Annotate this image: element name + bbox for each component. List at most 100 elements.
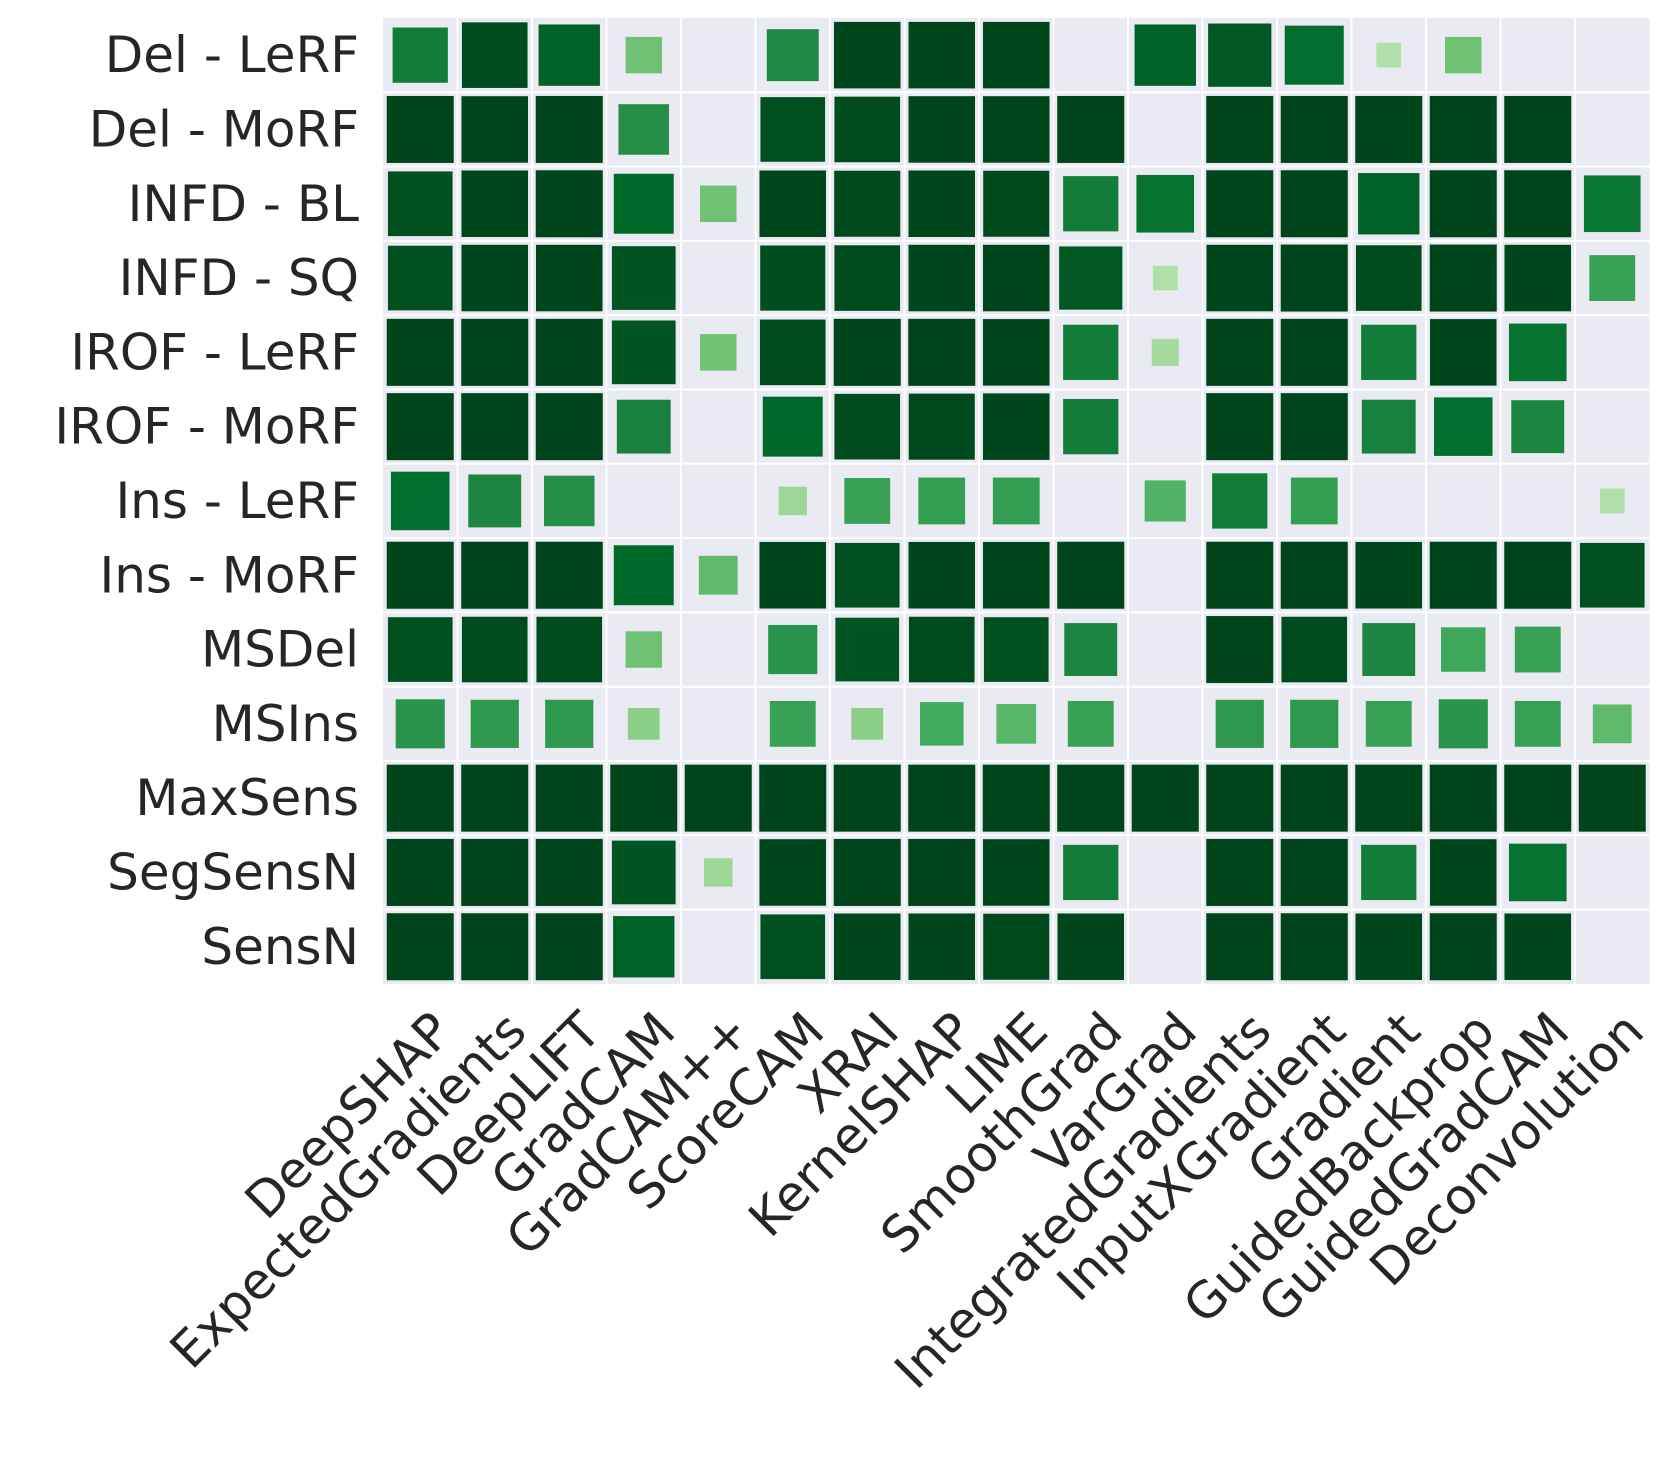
heatmap-cell [992,477,1040,525]
heatmap-cell [908,170,976,238]
heatmap-cell [390,471,450,531]
heatmap-cell [1355,541,1423,609]
heatmap-cell [983,913,1050,980]
heatmap-cell [1280,838,1348,906]
heatmap-cell [1429,95,1497,163]
heatmap-cell [386,913,454,981]
heatmap-cell [778,486,807,516]
y-tick-label: IROF - LeRF [70,323,359,381]
y-tick-label: IROF - MoRF [54,398,359,456]
heatmap-cell [535,393,603,461]
heatmap-cell [908,616,975,683]
y-tick-label: MaxSens [135,769,359,827]
heatmap-cell [1152,265,1178,291]
heatmap-cell [535,838,603,906]
y-tick-label: Ins - LeRF [115,472,359,530]
heatmap-cell [1280,170,1348,238]
heatmap-cell [386,838,454,906]
heatmap-cell [833,764,901,832]
y-tick-label: Del - MoRF [89,100,359,158]
heatmap-cell [461,616,528,683]
heatmap-cell [386,541,454,609]
heatmap-cell [613,916,675,978]
heatmap-cell [834,542,900,608]
heatmap-cell [611,320,676,385]
heatmap-cell [851,707,884,740]
heatmap-cell [611,840,676,905]
heatmap-cell [461,170,529,238]
heatmap-cell [610,764,678,832]
heatmap-cell [535,170,603,238]
heatmap-cell [1280,393,1348,461]
heatmap-cell [1067,700,1114,747]
heatmap-cell [1059,246,1123,310]
heatmap-cell [760,97,826,162]
heatmap-cell [1206,764,1274,832]
heatmap-cell [1215,699,1264,748]
heatmap-cell [627,707,660,740]
heatmap-cell [1063,399,1119,455]
heatmap-cell [1284,25,1344,85]
heatmap-cell [1063,176,1119,232]
heatmap-cell [834,393,901,460]
heatmap-cell [760,914,826,980]
heatmap-cell [1206,95,1274,163]
heatmap-cell [1504,764,1572,832]
y-tick-label: Del - LeRF [105,26,359,84]
heatmap-cell [1361,399,1416,454]
heatmap-cell [386,95,454,163]
heatmap-cell [1429,764,1497,832]
heatmap-cell [1429,541,1497,609]
heatmap-cell [461,913,529,981]
heatmap-cell [1514,700,1561,747]
heatmap-cell [835,617,900,682]
heatmap-cell [1064,623,1118,676]
heatmap-cell [833,21,901,89]
heatmap-cell [1445,36,1482,74]
heatmap-cell [1438,699,1488,749]
heatmap-cells [386,21,1646,981]
heatmap-cell [470,699,519,748]
heatmap-cell [1429,170,1497,238]
y-tick-label: MSIns [212,695,359,753]
heatmap-cell [768,624,818,675]
heatmap-cell [1583,175,1641,233]
heatmap-cell [1511,400,1565,454]
heatmap-cell [616,399,671,454]
y-tick-label: SegSensN [107,843,359,901]
heatmap-cell [833,838,901,906]
heatmap-cell [536,616,603,683]
heatmap-cell [1290,477,1338,525]
heatmap-cell [982,764,1050,832]
heatmap-cell [535,244,603,312]
heatmap-cell [625,36,662,74]
heatmap-cell [982,21,1050,89]
heatmap-cell [1504,244,1572,312]
heatmap-cell [908,318,976,386]
heatmap-cell [1376,42,1402,68]
heatmap-cell [1134,24,1196,86]
heatmap-cell [1589,255,1636,301]
heatmap-cell [1504,170,1572,238]
heatmap-cell [1355,95,1423,163]
x-tick-labels: DeepSHAPExpectedGradientsDeepLIFTGradCAM… [159,1001,1655,1400]
heatmap-cell [386,318,454,386]
y-tick-label: SensN [201,918,359,976]
heatmap-cell [1504,541,1572,609]
heatmap-cell [1206,318,1274,386]
heatmap-cell [1579,542,1645,608]
y-tick-label: INFD - BL [128,175,360,233]
heatmap-cell [1358,173,1420,235]
heatmap-cell [535,764,603,832]
heatmap-cell [538,24,600,86]
heatmap-cell [1508,323,1567,382]
heatmap-cell [1361,324,1417,380]
heatmap-cell [1429,913,1497,981]
heatmap-cell [996,703,1037,744]
heatmap-cell [535,318,603,386]
heatmap-cell [908,21,976,89]
y-tick-label: MSDel [201,621,359,679]
heatmap-cell [461,764,529,832]
heatmap-cell [762,396,823,457]
heatmap-cell [844,478,891,524]
